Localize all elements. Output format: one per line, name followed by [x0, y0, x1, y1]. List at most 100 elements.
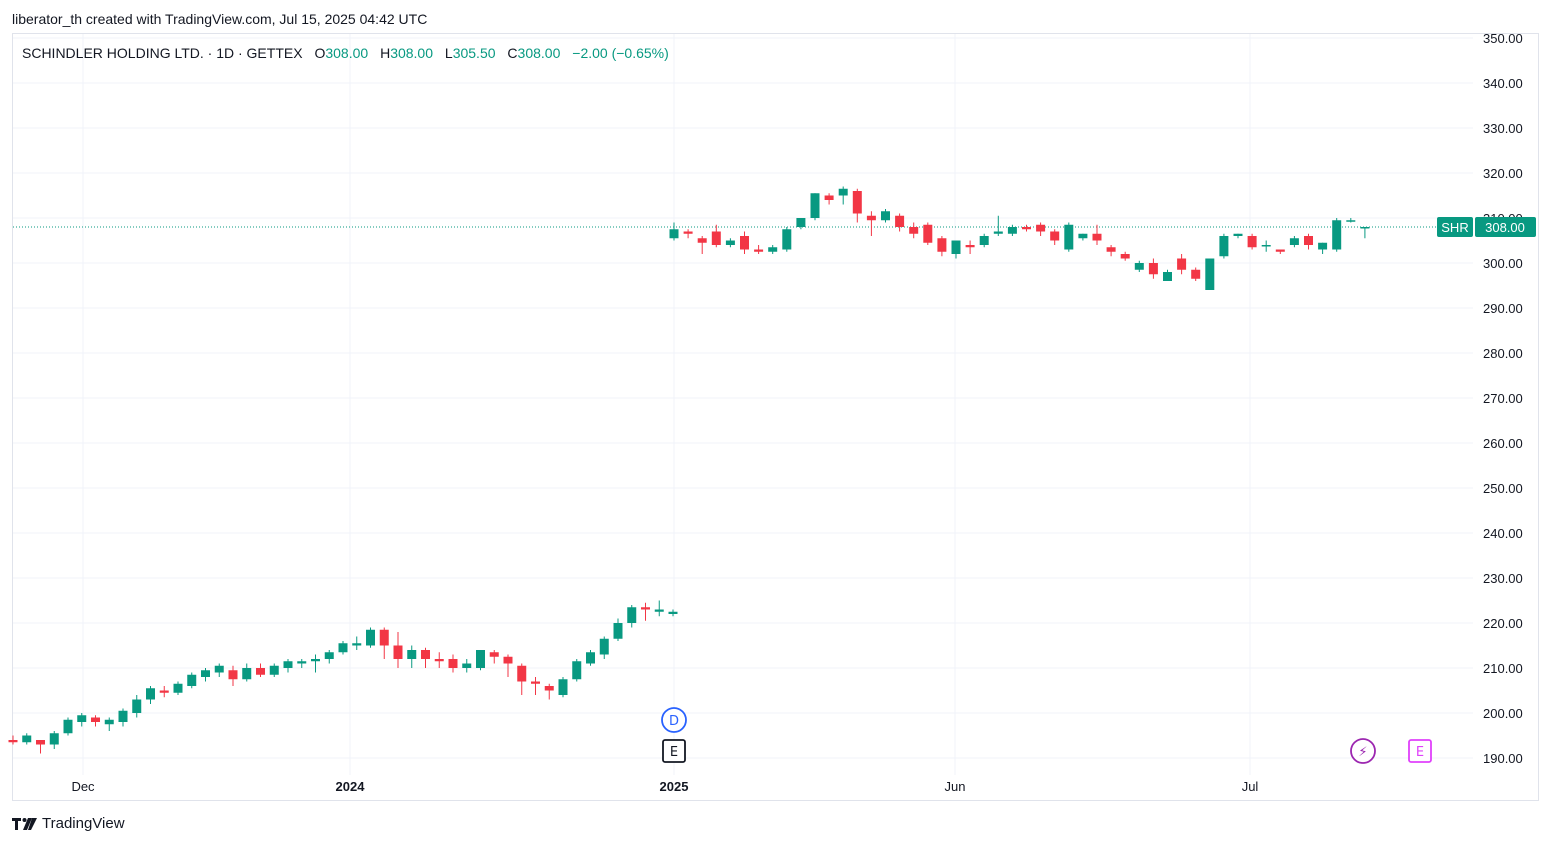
candle-body[interactable] — [754, 249, 764, 252]
candle-body[interactable] — [8, 740, 18, 743]
candle-body[interactable] — [979, 236, 989, 245]
candle-body[interactable] — [132, 699, 142, 714]
candle-body[interactable] — [283, 661, 293, 668]
candle-body[interactable] — [909, 227, 919, 234]
candle-body[interactable] — [1106, 247, 1116, 252]
candle-body[interactable] — [448, 659, 458, 668]
candle-body[interactable] — [1036, 224, 1046, 232]
candle-body[interactable] — [476, 650, 485, 668]
candle-body[interactable] — [668, 611, 678, 614]
candle-body[interactable] — [669, 229, 679, 239]
candle-body[interactable] — [544, 686, 554, 691]
candle-body[interactable] — [1247, 236, 1257, 248]
candle-body[interactable] — [1177, 258, 1187, 270]
candle-body[interactable] — [503, 656, 513, 664]
earnings-marker-upcoming[interactable]: E — [1408, 739, 1432, 763]
candle-body[interactable] — [951, 240, 961, 255]
candle-body[interactable] — [697, 238, 707, 243]
candle-body[interactable] — [1304, 236, 1313, 245]
candle-body[interactable] — [895, 215, 905, 227]
candle-body[interactable] — [1134, 263, 1144, 270]
candle-body[interactable] — [187, 674, 197, 686]
candle-body[interactable] — [725, 240, 735, 246]
candle-body[interactable] — [228, 670, 238, 680]
candle-body[interactable] — [782, 229, 792, 250]
candle-body[interactable] — [379, 629, 389, 646]
candle-body[interactable] — [768, 247, 778, 252]
candle-body[interactable] — [1092, 233, 1102, 241]
candle-body[interactable] — [740, 236, 749, 250]
candle-body[interactable] — [297, 661, 307, 664]
candle-body[interactable] — [1120, 254, 1130, 259]
candle-body[interactable] — [531, 681, 540, 684]
candle-body[interactable] — [1360, 227, 1370, 229]
candle-body[interactable] — [104, 719, 114, 725]
candle-body[interactable] — [824, 195, 834, 201]
candle-body[interactable] — [613, 623, 623, 639]
candle-body[interactable] — [1205, 258, 1215, 291]
candle-body[interactable] — [711, 231, 721, 246]
candle-body[interactable] — [654, 609, 664, 612]
candle-body[interactable] — [421, 650, 430, 659]
earnings-marker[interactable]: E — [662, 739, 686, 763]
candle-body[interactable] — [838, 188, 848, 196]
candle-body[interactable] — [683, 231, 693, 234]
candle-body[interactable] — [1318, 242, 1328, 250]
candle-body[interactable] — [881, 211, 890, 221]
candle-body[interactable] — [1289, 238, 1299, 245]
candle-body[interactable] — [517, 665, 527, 682]
candle-body[interactable] — [91, 717, 100, 723]
candle-body[interactable] — [77, 715, 87, 722]
candle-body[interactable] — [1219, 236, 1229, 257]
candle-body[interactable] — [269, 665, 279, 675]
candle-body[interactable] — [201, 670, 210, 677]
candle-body[interactable] — [338, 643, 348, 653]
candle-body[interactable] — [393, 645, 403, 660]
candle-body[interactable] — [22, 735, 32, 743]
candle-body[interactable] — [937, 238, 947, 252]
candle-body[interactable] — [1064, 224, 1074, 250]
candle-body[interactable] — [866, 215, 876, 221]
candle-body[interactable] — [214, 665, 224, 673]
candle-body[interactable] — [796, 218, 806, 227]
candle-body[interactable] — [1275, 249, 1285, 252]
candle-body[interactable] — [1022, 227, 1031, 230]
candle-body[interactable] — [1078, 233, 1088, 239]
symbol-title[interactable]: SCHINDLER HOLDING LTD. · 1D · GETTEX — [22, 45, 303, 61]
candle-body[interactable] — [1261, 245, 1271, 247]
candle-body[interactable] — [641, 607, 650, 610]
candle-body[interactable] — [462, 663, 472, 669]
candle-body[interactable] — [1148, 263, 1158, 275]
candle-body[interactable] — [923, 224, 933, 243]
candle-body[interactable] — [810, 193, 820, 218]
candle-body[interactable] — [118, 710, 128, 722]
candle-body[interactable] — [852, 191, 862, 214]
candle-body[interactable] — [558, 679, 568, 695]
candle-body[interactable] — [173, 683, 183, 693]
candle-body[interactable] — [1007, 227, 1017, 234]
dividend-marker[interactable]: D — [661, 707, 687, 733]
candle-body[interactable] — [36, 740, 45, 745]
candle-body[interactable] — [1163, 272, 1172, 281]
candle-body[interactable] — [599, 638, 609, 655]
candle-body[interactable] — [324, 652, 334, 659]
candle-body[interactable] — [993, 231, 1003, 234]
candle-body[interactable] — [627, 607, 637, 623]
candle-body[interactable] — [572, 661, 582, 680]
candle-body[interactable] — [586, 652, 595, 664]
candle-body[interactable] — [1332, 220, 1342, 250]
candle-body[interactable] — [159, 690, 169, 693]
candle-body[interactable] — [1346, 220, 1356, 222]
candle-body[interactable] — [49, 733, 59, 745]
candle-body[interactable] — [146, 688, 155, 700]
footer-brand[interactable]: TradingView — [12, 815, 125, 832]
candle-body[interactable] — [965, 245, 975, 248]
candle-body[interactable] — [1233, 233, 1243, 236]
candle-body[interactable] — [352, 643, 362, 646]
candle-body[interactable] — [434, 659, 444, 662]
candle-body[interactable] — [1191, 269, 1201, 279]
candle-body[interactable] — [366, 629, 375, 646]
split-marker[interactable]: ⚡ — [1350, 738, 1376, 764]
candle-body[interactable] — [489, 652, 499, 657]
